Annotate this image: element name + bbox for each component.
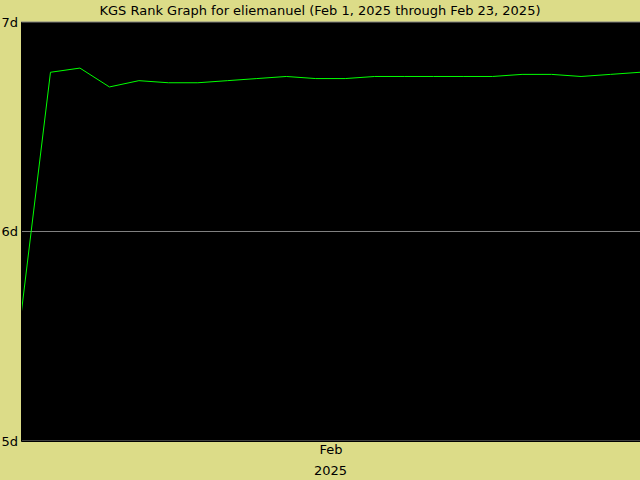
x-axis-label: 2025 xyxy=(314,463,347,478)
y-axis: 5d 6d 7d xyxy=(1,15,21,449)
chart: 5d 6d 7d Feb 2025 KGS Rank Graph for eliemanu… xyxy=(0,0,640,480)
y-axis-line xyxy=(21,23,22,442)
background xyxy=(0,0,640,480)
series xyxy=(21,68,640,315)
grid-line xyxy=(21,231,640,232)
y-tick-label: 7d xyxy=(1,15,18,30)
y-tick-label: 5d xyxy=(1,434,18,449)
y-tick: 5d xyxy=(1,434,21,449)
plot-area xyxy=(21,22,640,441)
y-tick-label: 6d xyxy=(1,224,18,239)
x-tick: Feb xyxy=(319,441,342,457)
y-tick: 6d xyxy=(1,224,21,239)
x-axis: Feb xyxy=(22,441,640,457)
x-tick-label: Feb xyxy=(319,442,342,457)
grid-line xyxy=(21,22,640,23)
grid xyxy=(21,22,640,441)
title: KGS Rank Graph for eliemanuel (Feb 1, 20… xyxy=(100,3,541,18)
rank-line xyxy=(21,68,640,315)
plot: 5d 6d 7d Feb xyxy=(1,15,640,458)
y-tick: 7d xyxy=(1,15,21,30)
